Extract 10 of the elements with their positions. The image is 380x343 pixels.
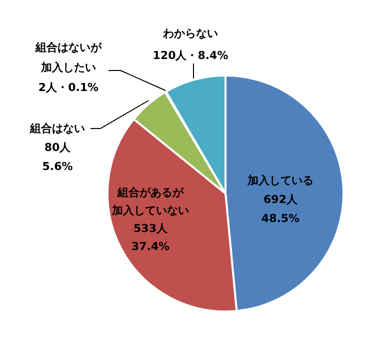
slice-label: 組合があるが加入していない xyxy=(111,186,189,217)
data-label: 2人・0.1% xyxy=(38,81,99,94)
slice-label: 組合はない xyxy=(29,122,85,135)
slice-label: 組合はないが加入したい xyxy=(34,41,102,74)
data-label: 80人 5.6% xyxy=(42,141,73,173)
slice-label: わからない xyxy=(162,27,218,40)
data-label: 692人 48.5% xyxy=(261,193,300,225)
data-label: 120人・8.4% xyxy=(152,49,228,62)
slice-label: 加入している xyxy=(246,174,314,187)
data-label: 533人 37.4% xyxy=(131,222,170,253)
